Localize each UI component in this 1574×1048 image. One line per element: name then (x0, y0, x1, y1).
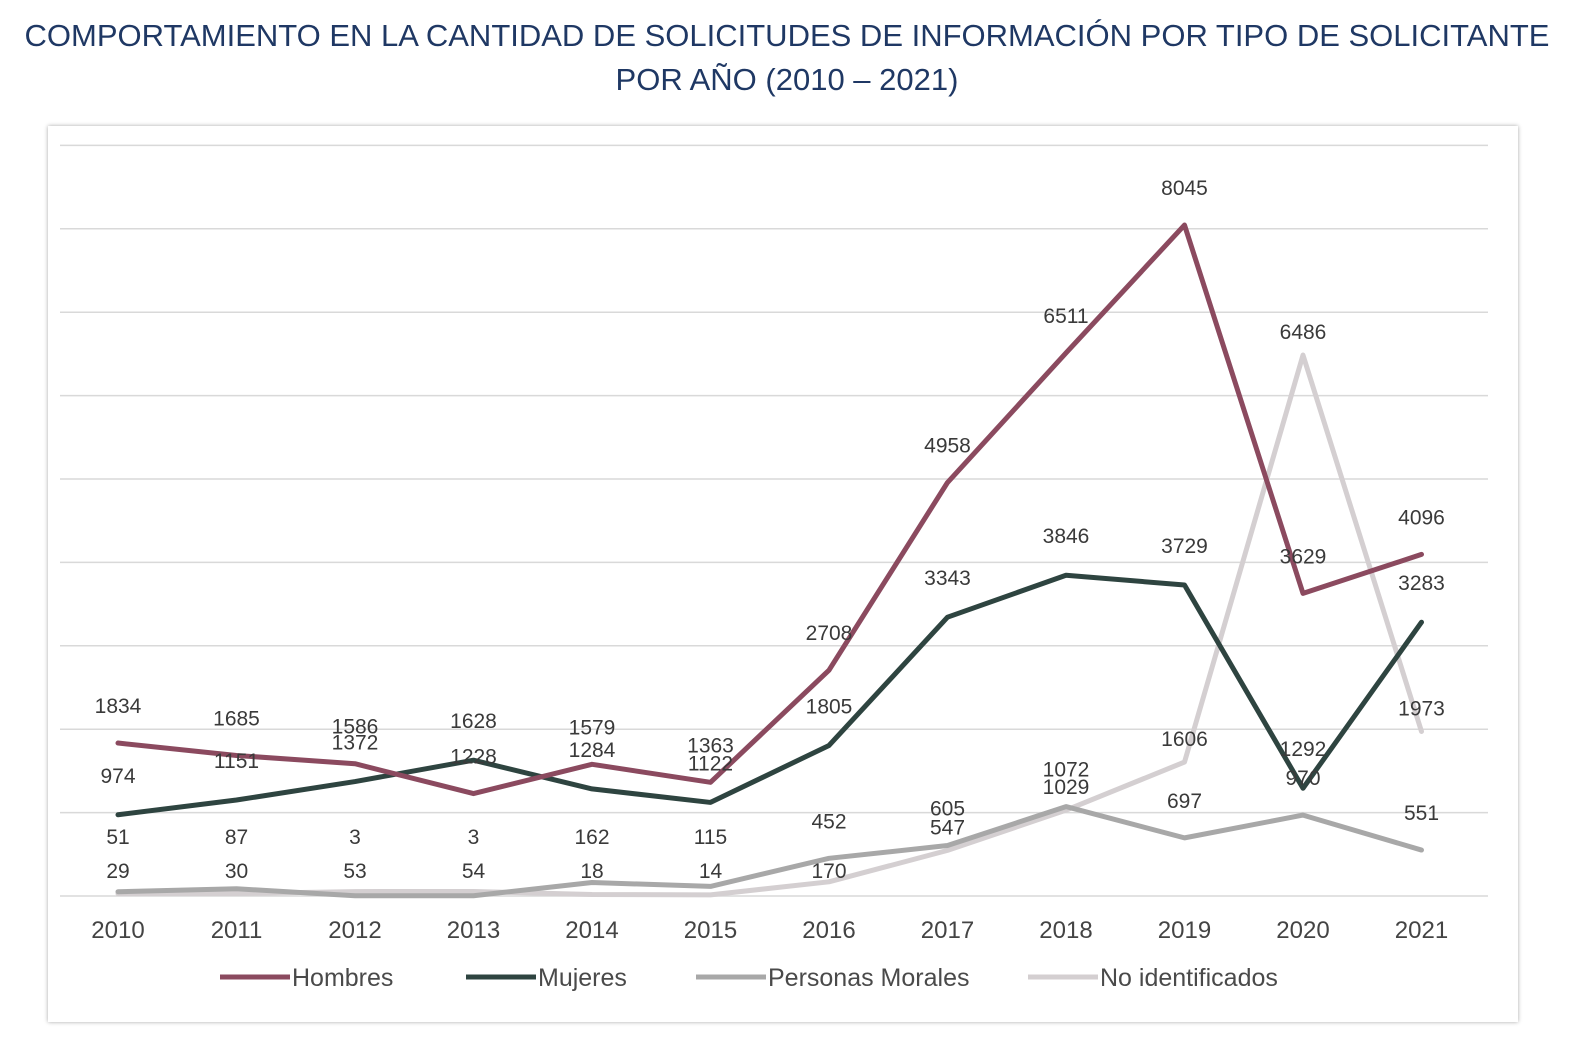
data-label: 29 (106, 860, 129, 883)
data-label: 3 (349, 826, 361, 849)
series-line-hombres (115, 222, 1424, 797)
series-line-no-identificados (115, 352, 1424, 898)
x-tick-label-2018: 2018 (1039, 917, 1092, 944)
x-tick-label-2016: 2016 (802, 917, 855, 944)
data-label: 14 (699, 860, 723, 883)
data-label: 1363 (687, 734, 734, 757)
legend-label: Hombres (292, 964, 393, 992)
title-line-2: POR AÑO (2010 – 2021) (615, 62, 959, 97)
data-label: 3846 (1043, 525, 1090, 548)
x-tick-label-2021: 2021 (1395, 917, 1448, 944)
data-label: 1579 (569, 716, 616, 739)
title-line-1: COMPORTAMIENTO EN LA CANTIDAD DE SOLICIT… (24, 18, 1550, 53)
legend-label: Mujeres (538, 964, 627, 992)
x-tick-label-2020: 2020 (1276, 917, 1329, 944)
data-label: 1292 (1280, 738, 1327, 761)
data-label: 1029 (1043, 776, 1090, 799)
data-label: 87 (225, 826, 248, 849)
data-label: 1372 (332, 732, 379, 755)
data-label: 697 (1167, 790, 1202, 813)
data-label: 1685 (213, 707, 260, 730)
data-label: 1228 (450, 746, 497, 769)
data-label: 170 (811, 860, 846, 883)
data-label: 6486 (1280, 321, 1327, 344)
x-tick-label-2015: 2015 (684, 917, 737, 944)
data-label: 1834 (95, 695, 142, 718)
data-label: 970 (1285, 767, 1320, 790)
x-axis: 2010 2011 2012 2013 2014 2015 2016 2017 2018 2019… (91, 917, 1448, 944)
x-tick-label-2014: 2014 (565, 917, 618, 944)
data-label: 551 (1404, 802, 1439, 825)
data-label: 1606 (1161, 728, 1208, 751)
data-label: 8045 (1161, 177, 1208, 200)
data-label: 53 (343, 860, 366, 883)
data-label: 1151 (214, 750, 259, 773)
gridlines (60, 144, 1488, 897)
data-label: 54 (462, 860, 486, 883)
data-label: 18 (580, 860, 603, 883)
series-line-personas-morales (115, 804, 1424, 899)
x-tick-label-2013: 2013 (447, 917, 500, 944)
data-label: 3 (468, 826, 480, 849)
x-tick-label-2010: 2010 (91, 917, 144, 944)
data-label: 1122 (688, 752, 733, 775)
series-lines (115, 222, 1424, 899)
data-label: 4096 (1398, 506, 1445, 529)
x-tick-label-2011: 2011 (211, 917, 263, 944)
data-label: 4958 (924, 435, 971, 458)
page-title: COMPORTAMIENTO EN LA CANTIDAD DE SOLICIT… (0, 14, 1574, 102)
legend-label: Personas Morales (768, 964, 969, 992)
data-label: 452 (811, 810, 846, 833)
data-labels: 1834 1685 1586 1628 1579 1363 2708 4958 6511 8045… (95, 177, 1445, 883)
data-label: 1973 (1398, 697, 1445, 720)
data-label: 1072 (1043, 759, 1090, 782)
series-line-mujeres (115, 572, 1424, 818)
data-label: 115 (694, 826, 727, 849)
data-label: 3629 (1280, 545, 1327, 568)
data-label: 1586 (332, 716, 379, 739)
data-label: 3343 (924, 567, 971, 590)
data-label: 3729 (1161, 535, 1208, 558)
x-tick-label-2019: 2019 (1158, 917, 1211, 944)
data-label: 1805 (806, 695, 853, 718)
data-label: 974 (100, 765, 135, 788)
data-label: 51 (106, 826, 129, 849)
data-label: 547 (930, 816, 965, 839)
x-tick-label-2017: 2017 (921, 917, 974, 944)
data-label: 2708 (806, 622, 853, 645)
chart-frame: 2010 2011 2012 2013 2014 2015 2016 2017 2018 2019… (48, 126, 1518, 1022)
data-label: 605 (930, 798, 965, 821)
data-label: 1284 (569, 739, 616, 762)
x-tick-label-2012: 2012 (328, 917, 381, 944)
legend-label: No identificados (1100, 964, 1278, 992)
data-label: 3283 (1398, 572, 1445, 595)
data-label: 162 (574, 826, 609, 849)
legend: Hombres Mujeres Personas Morales No identif… (220, 964, 1278, 992)
data-label: 30 (225, 860, 248, 883)
line-chart: 2010 2011 2012 2013 2014 2015 2016 2017 2018 2019… (60, 144, 1488, 992)
data-label: 6511 (1043, 305, 1088, 328)
data-label: 1628 (450, 710, 497, 733)
